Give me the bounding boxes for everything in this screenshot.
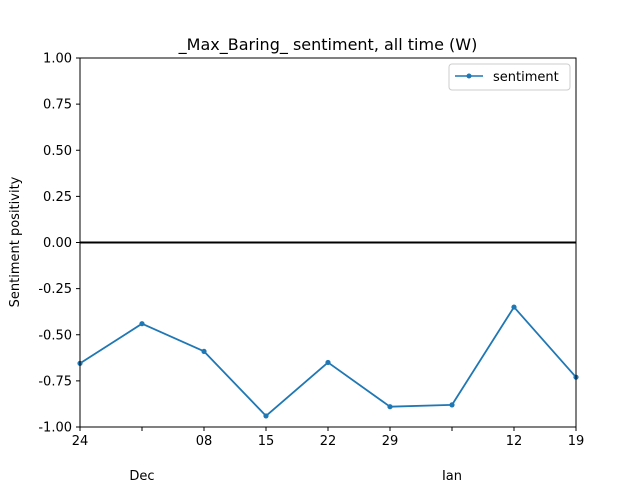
data-point <box>511 304 517 310</box>
x-tick-label: 08 <box>196 434 213 449</box>
legend-marker <box>466 73 472 79</box>
x-major-label: Dec <box>129 469 154 480</box>
y-tick-label: 0.75 <box>43 98 72 113</box>
data-point <box>325 359 331 366</box>
legend-label: sentiment <box>493 70 559 85</box>
x-tick-label: 24 <box>72 434 89 449</box>
plot-frame <box>79 57 577 428</box>
y-tick-label: 0.25 <box>43 190 72 205</box>
data-point <box>139 321 145 327</box>
y-tick-label: 1.00 <box>43 52 72 67</box>
y-axis-label: Sentiment positivity <box>8 176 23 307</box>
y-tick-label: 0.50 <box>43 144 72 159</box>
y-tick-label: -0.25 <box>38 282 72 297</box>
data-point <box>449 402 455 408</box>
x-tick-label: 29 <box>382 434 399 449</box>
y-tick-label: -0.75 <box>38 374 72 389</box>
legend-box <box>448 63 571 91</box>
y-tick-label: -0.50 <box>38 328 72 343</box>
y-tick-label: 0.00 <box>43 236 72 251</box>
chart-title: _Max_Baring_ sentiment, all time (W) <box>178 35 478 55</box>
x-major-label: Jan <box>441 469 462 480</box>
x-tick-label: 15 <box>258 434 275 449</box>
x-tick-label: 19 <box>568 434 585 449</box>
legend: sentiment <box>448 63 571 91</box>
x-tick-label: 22 <box>320 434 337 449</box>
x-tick-label: 12 <box>506 434 523 449</box>
data-point <box>263 413 269 419</box>
data-point <box>387 404 393 410</box>
data-point <box>201 348 207 354</box>
y-tick-label: -1.00 <box>38 421 72 436</box>
